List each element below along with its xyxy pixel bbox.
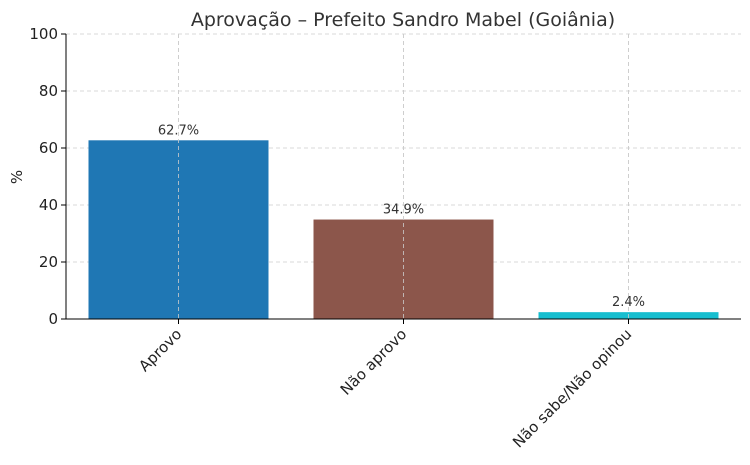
bar-n-o-aprovo xyxy=(313,219,494,319)
x-tick-label: Não aprovo xyxy=(337,325,411,399)
y-tick-label: 60 xyxy=(39,139,58,157)
data-label: 2.4% xyxy=(612,295,645,310)
bars-layer xyxy=(88,34,719,319)
y-axis-label: % xyxy=(8,170,26,184)
y-tick-label: 80 xyxy=(39,82,58,100)
axes-layer xyxy=(61,33,741,324)
y-tick-label: 0 xyxy=(48,310,58,328)
data-label: 34.9% xyxy=(383,203,424,218)
data-label: 62.7% xyxy=(158,123,199,138)
chart-title: Aprovação – Prefeito Sandro Mabel (Goiân… xyxy=(191,9,615,31)
x-tick-label: Não sabe/Não opinou xyxy=(509,325,635,451)
y-tick-label: 40 xyxy=(39,196,58,214)
x-tick-label: Aprovo xyxy=(135,325,185,375)
y-tick-label: 20 xyxy=(39,253,58,271)
y-tick-label: 100 xyxy=(29,25,58,43)
